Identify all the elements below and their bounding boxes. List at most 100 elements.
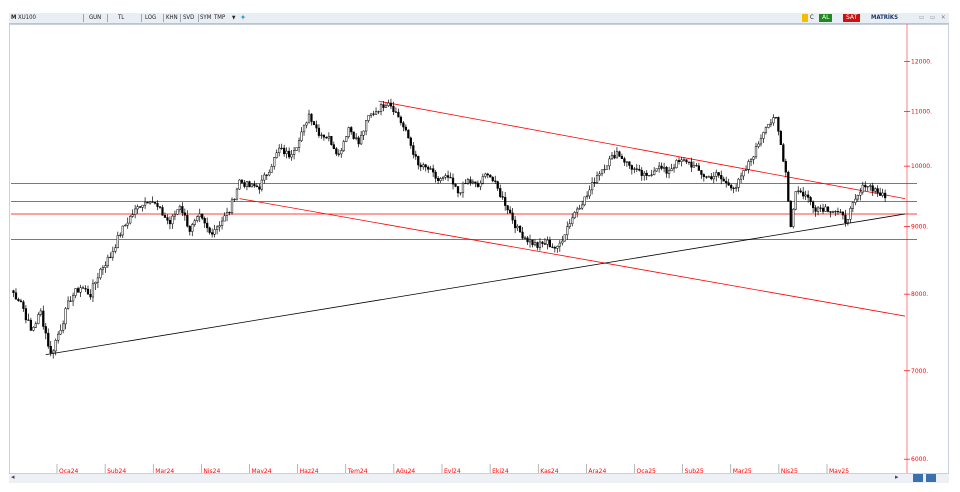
- candle-body: [158, 206, 162, 208]
- candle-body: [374, 111, 378, 115]
- candle-body: [183, 212, 186, 216]
- candle-body: [735, 187, 738, 189]
- candle-body: [270, 166, 273, 173]
- candle-body: [466, 179, 470, 184]
- log-button[interactable]: LOG: [145, 14, 157, 21]
- x-tick-label: Kas24: [540, 468, 558, 474]
- y-tick-label: 7000.: [911, 368, 928, 375]
- khn-button[interactable]: KHN: [166, 14, 178, 21]
- candle-body: [481, 176, 484, 184]
- sell-button[interactable]: SAT: [843, 14, 861, 22]
- candle-body: [126, 222, 129, 226]
- candle-body: [762, 132, 765, 139]
- candle-body: [441, 176, 445, 179]
- chart-scrollbar[interactable]: ◂ ▸: [9, 473, 949, 483]
- candle-body: [372, 113, 375, 115]
- candle-body: [484, 173, 487, 177]
- period-selector[interactable]: GUN: [89, 14, 102, 21]
- candle-body: [114, 247, 117, 252]
- refresh-icon[interactable]: [926, 474, 936, 482]
- currency-selector[interactable]: TL: [118, 14, 125, 21]
- candle-body: [523, 237, 527, 239]
- candle-body: [610, 154, 614, 160]
- candle-body: [99, 268, 102, 279]
- candle-body: [705, 176, 708, 178]
- candle-body: [347, 127, 350, 137]
- candle-body: [22, 301, 25, 309]
- candle-body: [884, 192, 887, 199]
- color-toggle-button[interactable]: C: [810, 14, 814, 21]
- candle-body: [260, 179, 263, 190]
- sym-button[interactable]: SYM: [200, 14, 212, 21]
- candle-body: [225, 211, 229, 216]
- candle-body: [561, 240, 564, 244]
- tmp-button[interactable]: TMP: [214, 14, 226, 21]
- candle-body: [653, 170, 656, 176]
- candle-body: [866, 186, 869, 188]
- candle-body: [243, 182, 246, 187]
- symbol-selector[interactable]: XU100: [18, 14, 36, 21]
- candle-body: [568, 223, 571, 227]
- price-chart[interactable]: 12000. 11000. 10000. 9000. 8000. 7000. 6000. O…: [9, 24, 949, 474]
- candle-body: [238, 179, 241, 190]
- candle-body: [399, 116, 403, 124]
- candle-body: [29, 319, 32, 331]
- candle-body: [543, 243, 547, 245]
- close-icon[interactable]: ✕: [941, 14, 946, 21]
- candle-body: [69, 300, 72, 302]
- color-swatch-icon[interactable]: [802, 14, 808, 22]
- candle-body: [635, 168, 638, 170]
- candle-body: [782, 144, 785, 162]
- candle-body: [516, 225, 519, 229]
- settings-icon[interactable]: [913, 474, 923, 482]
- candle-body: [563, 234, 566, 242]
- candle-body: [417, 156, 420, 166]
- candle-body: [692, 165, 696, 168]
- candle-body: [586, 195, 589, 198]
- candle-body: [824, 206, 827, 212]
- candle-body: [732, 187, 735, 189]
- candle-body: [273, 157, 276, 167]
- candle-body: [558, 242, 561, 247]
- candle-body: [148, 201, 152, 204]
- candle-body: [288, 150, 291, 158]
- twitter-icon[interactable]: ✦: [240, 13, 247, 22]
- candle-body: [240, 179, 244, 183]
- candle-body: [362, 130, 365, 136]
- candle-body: [675, 160, 678, 169]
- candle-body: [702, 174, 705, 177]
- x-tick-label: Oca25: [637, 468, 657, 474]
- candle-body: [439, 178, 442, 181]
- candle-body: [223, 215, 226, 222]
- candle-body: [777, 117, 780, 132]
- scroll-left-icon[interactable]: ◂: [11, 473, 15, 481]
- candle-body: [283, 147, 286, 155]
- minimize-icon[interactable]: ▭: [919, 14, 925, 21]
- restore-icon[interactable]: ▭: [930, 14, 936, 21]
- x-tick-label: May25: [829, 468, 849, 474]
- candle-body: [829, 211, 832, 213]
- candle-body: [650, 174, 653, 176]
- candle-body: [672, 167, 676, 170]
- candle-body: [859, 191, 862, 196]
- scroll-right-icon[interactable]: ▸: [895, 473, 899, 481]
- candle-body: [747, 161, 750, 170]
- candle-body: [879, 192, 882, 196]
- candle-body: [459, 192, 462, 194]
- candle-body: [340, 150, 343, 155]
- candle-body: [757, 143, 760, 147]
- candle-body: [24, 308, 28, 321]
- dropdown-arrow-icon[interactable]: ▼: [232, 15, 236, 21]
- candle-body: [489, 174, 492, 178]
- candle-body: [633, 168, 636, 170]
- candle-body: [737, 178, 740, 188]
- candle-body: [143, 201, 147, 206]
- candle-body: [660, 165, 663, 169]
- candle-body: [248, 181, 251, 188]
- candle-body: [779, 131, 782, 145]
- candle-body: [707, 176, 710, 178]
- candle-body: [377, 111, 380, 113]
- buy-button[interactable]: AL: [819, 14, 833, 22]
- candle-body: [767, 124, 770, 128]
- svd-button[interactable]: SVD: [183, 14, 195, 21]
